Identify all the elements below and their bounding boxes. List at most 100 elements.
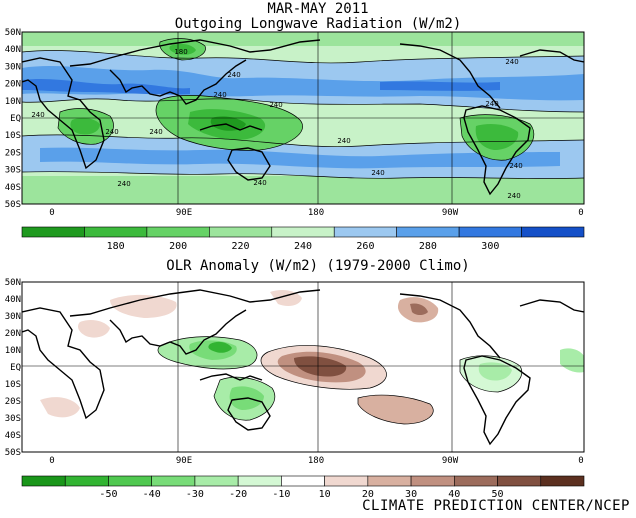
top-lat-labels: 50N 40N 30N 20N 10N EQ 10S 20S 30S 40S 50S (5, 28, 21, 210)
bottom-lon-label: 0 (49, 456, 54, 466)
bottom-colorbar-label: 10 (319, 489, 331, 500)
bottom-colorbar-swatch (281, 475, 325, 487)
bottom-colorbar-swatch (454, 475, 498, 487)
top-lat-label: 50S (5, 200, 21, 210)
bottom-colorbar-label: -50 (99, 489, 117, 500)
map-period-title: MAR-MAY 2011 (267, 1, 369, 17)
bottom-lon-labels: 0 90E 180 90W 0 (49, 456, 583, 466)
top-colorbar-swatch (333, 226, 397, 238)
bottom-lat-label: 20N (5, 329, 21, 339)
bottom-colorbar-swatch (497, 475, 542, 487)
top-north-max-2 (380, 81, 500, 91)
credit-label: CLIMATE PREDICTION CENTER/NCEP (362, 498, 630, 514)
bottom-pos-mideast (110, 294, 177, 318)
bottom-colorbar-swatch (64, 475, 109, 487)
top-lat-label: 40S (5, 183, 21, 193)
top-contour-value-label: 240 (507, 192, 520, 200)
top-map: 180 240 240 240 240 240 240 240 240 240 240 240 240 2… (21, 31, 585, 205)
bottom-colorbar-swatch (237, 475, 282, 487)
bottom-neg-samerica-core (478, 362, 512, 381)
bottom-colorbar-swatch (367, 475, 412, 487)
top-convection-africa-core (70, 117, 100, 135)
top-colorbar-label: 240 (294, 241, 312, 252)
top-tibet-core (169, 43, 196, 55)
bottom-colorbar-label: 20 (362, 489, 374, 500)
bottom-colorbar: -50 -40 -30 -20 -10 10 20 30 40 50 (21, 475, 585, 500)
bottom-colorbar-label: 50 (492, 489, 504, 500)
top-lon-label: 180 (308, 208, 324, 218)
bottom-map (21, 281, 585, 453)
top-colorbar-swatch (521, 226, 585, 238)
top-convection-samerica-core (475, 124, 519, 150)
top-contour-value-label: 240 (213, 91, 226, 99)
bottom-colorbar-label: -20 (229, 489, 247, 500)
top-lat-label: 20S (5, 148, 21, 158)
top-lat-label: 50N (5, 28, 21, 38)
top-colorbar-swatch (458, 226, 522, 238)
top-colorbar-swatch (21, 226, 85, 238)
bottom-lon-label: 180 (308, 456, 324, 466)
bottom-colorbar-swatch (540, 475, 585, 487)
bottom-neg-atlantic (560, 348, 584, 373)
top-contour-value-label: 240 (105, 128, 118, 136)
top-contour-value-label: 240 (371, 169, 384, 177)
bottom-lat-label: 50N (5, 278, 21, 288)
top-colorbar-label: 200 (169, 241, 187, 252)
bottom-pos-south-pacific (358, 395, 434, 424)
bottom-lon-label: 90W (442, 456, 459, 466)
bottom-lat-label: 20S (5, 397, 21, 407)
top-contour-value-label: 240 (505, 58, 518, 66)
top-grid (22, 32, 584, 204)
top-colorbar-label: 280 (419, 241, 437, 252)
bottom-lat-label: 10S (5, 380, 21, 390)
top-lat-label: 10N (5, 97, 21, 107)
top-lon-label: 0 (578, 208, 583, 218)
bottom-lat-label: 30S (5, 414, 21, 424)
bottom-colorbar-label: -10 (272, 489, 290, 500)
top-lon-label: 0 (49, 208, 54, 218)
top-north-max-1 (22, 79, 190, 95)
top-contour-value-label: 240 (269, 101, 282, 109)
top-colorbar-swatch (271, 226, 335, 238)
top-lon-labels: 0 90E 180 90W 0 (49, 208, 583, 218)
map-bottom-title: OLR Anomaly (W/m2) (1979-2000 Climo) (166, 258, 470, 274)
top-contour-lines (22, 38, 584, 179)
top-contour-value-label: 240 (485, 100, 498, 108)
bottom-colorbar-label: 30 (405, 489, 417, 500)
bottom-lat-labels: 50N 40N 30N 20N 10N EQ 10S 20S 30S 40S 50S (5, 278, 21, 458)
bottom-pos-arabia (78, 320, 110, 338)
top-colorbar-swatch (146, 226, 210, 238)
bottom-colorbar-swatch (410, 475, 455, 487)
top-contour-value-label: 240 (227, 71, 240, 79)
top-colorbar-label: 220 (232, 241, 250, 252)
top-contour-value-label: 240 (337, 137, 350, 145)
top-contour-value-label: 240 (117, 180, 130, 188)
bottom-neg-indian-peak (208, 341, 232, 353)
top-colorbar-label: 300 (481, 241, 499, 252)
bottom-colorbar-label: 40 (448, 489, 460, 500)
bottom-grid (22, 282, 584, 452)
top-lat-label: 30S (5, 166, 21, 176)
bottom-coastlines (22, 289, 584, 446)
top-colorbar-swatch (396, 226, 460, 238)
top-contour-value-label: 240 (149, 128, 162, 136)
bottom-colorbar-swatch (194, 475, 239, 487)
bottom-colorbar-swatch (21, 475, 66, 487)
top-contour-value-label: 180 (174, 48, 187, 56)
top-lat-label: 10S (5, 131, 21, 141)
top-band-south-high (22, 176, 584, 204)
bottom-pos-satlantic (40, 397, 80, 418)
map-top-title: Outgoing Longwave Radiation (W/m2) (174, 16, 462, 32)
bottom-colorbar-label: -40 (143, 489, 161, 500)
top-lon-label: 90W (442, 208, 459, 218)
top-south-subtropic-core (40, 147, 560, 169)
bottom-lat-label: 10N (5, 346, 21, 356)
bottom-lon-label: 90E (176, 456, 192, 466)
bottom-lat-label: 40N (5, 295, 21, 305)
bottom-lon-label: 0 (578, 456, 583, 466)
bottom-pos-mexico-core (410, 303, 428, 315)
top-band-north-high (22, 32, 584, 46)
top-coastlines (22, 39, 584, 196)
bottom-lat-label: 40S (5, 431, 21, 441)
top-colorbar-swatch (209, 226, 273, 238)
